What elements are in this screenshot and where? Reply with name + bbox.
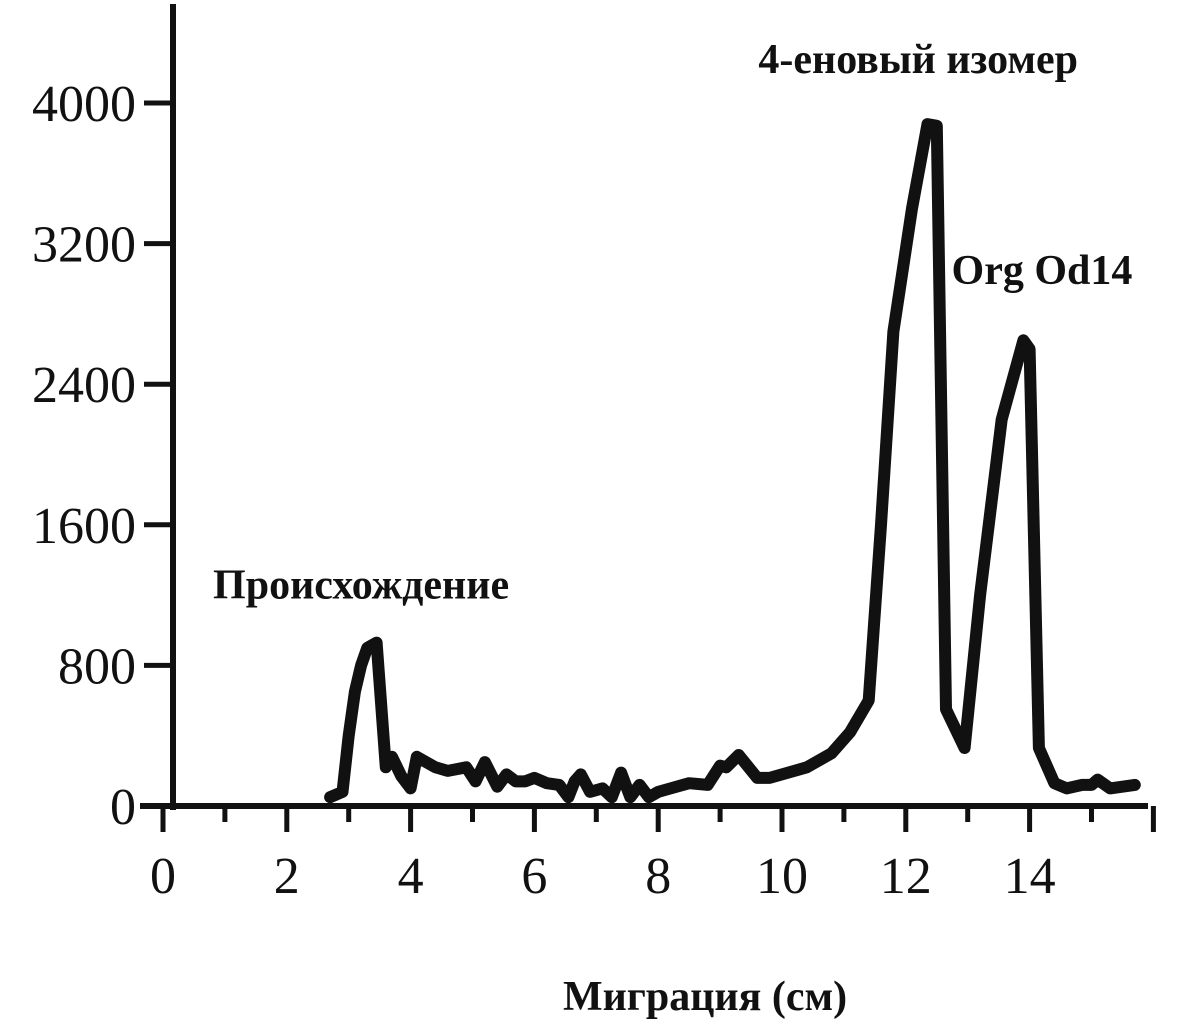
x-tick-label: 4 [398, 848, 424, 905]
x-tick-label: 2 [274, 848, 300, 905]
y-tick-labels: 0 800 1600 2400 3200 4000 [32, 76, 136, 836]
y-ticks [144, 100, 176, 809]
x-ticks [160, 806, 1156, 832]
y-tick-label: 1600 [32, 498, 136, 555]
annotation-label: 4-еновый изомер [758, 37, 1078, 83]
x-tick-label: 0 [150, 848, 176, 905]
x-tick-label: 14 [1004, 848, 1056, 905]
x-tick-label: 6 [521, 848, 547, 905]
x-tick-label: 12 [880, 848, 932, 905]
y-tick-label: 0 [110, 779, 136, 836]
series-line [324, 118, 1141, 804]
y-tick-label: 2400 [32, 357, 136, 414]
y-tick-label: 3200 [32, 217, 136, 274]
annotation-label: Происхождение [213, 563, 509, 609]
y-tick-label: 4000 [32, 76, 136, 133]
x-tick-label: 10 [756, 848, 808, 905]
y-tick-label: 800 [58, 638, 136, 695]
x-axis-title: Миграция (см) [563, 974, 847, 1020]
x-tick-labels: 0 2 4 6 8 10 12 14 [150, 848, 1056, 905]
x-tick-label: 8 [645, 848, 671, 905]
annotation-label: Org Od14 [952, 248, 1133, 294]
annotations: Происхождение 4-еновый изомер Org Od14 [213, 37, 1132, 608]
